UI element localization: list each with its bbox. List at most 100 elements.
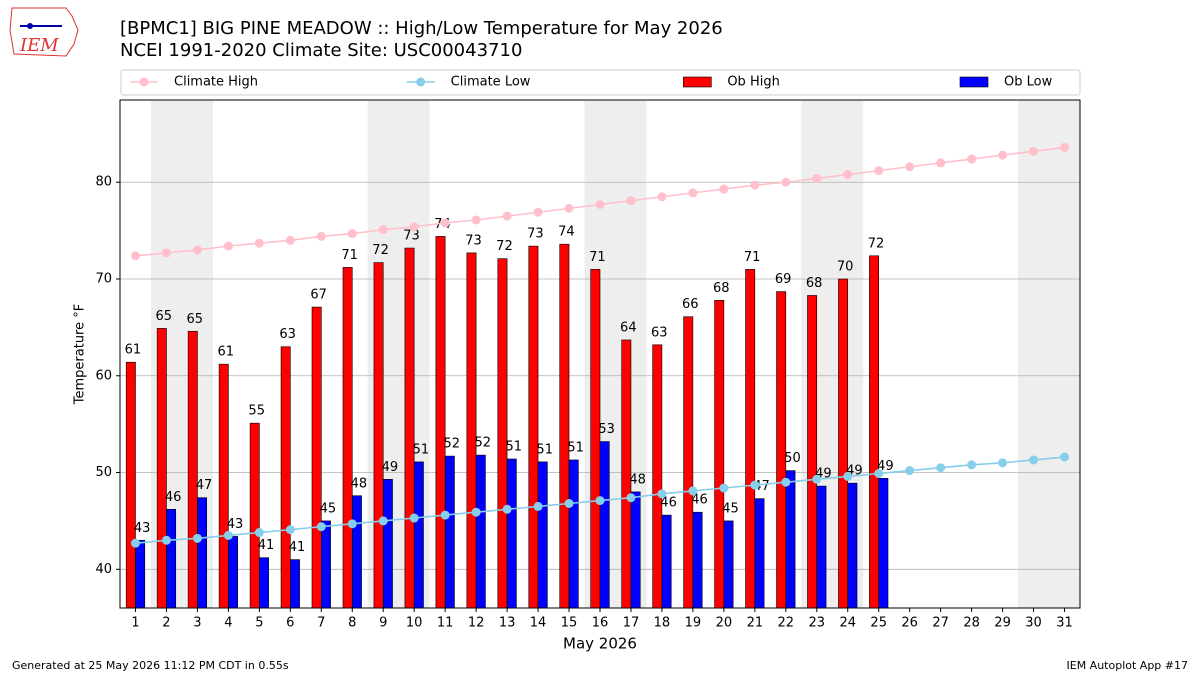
bar xyxy=(528,245,539,609)
data-label: 53 xyxy=(598,422,615,437)
data-label: 46 xyxy=(165,490,182,505)
line-point xyxy=(192,245,202,255)
bar xyxy=(599,441,610,609)
weekend-band xyxy=(1018,100,1080,608)
x-tick-label: 29 xyxy=(994,616,1011,631)
data-label: 61 xyxy=(125,343,142,358)
data-label: 48 xyxy=(629,472,646,487)
line-point xyxy=(843,170,853,180)
line-point xyxy=(285,525,295,535)
line-point xyxy=(719,184,729,194)
line-point xyxy=(781,477,791,487)
line-point xyxy=(564,203,574,213)
data-label: 68 xyxy=(806,276,823,291)
bar xyxy=(280,346,291,609)
bar xyxy=(816,485,827,609)
legend-swatch xyxy=(959,76,989,88)
line-point xyxy=(1029,146,1039,156)
data-label: 74 xyxy=(558,225,575,240)
line-point xyxy=(1029,455,1039,465)
bar xyxy=(311,306,322,609)
data-label: 47 xyxy=(196,478,213,493)
bar xyxy=(714,299,725,609)
data-label: 73 xyxy=(527,227,544,242)
bar xyxy=(475,454,486,609)
bar xyxy=(373,262,384,609)
x-tick-label: 3 xyxy=(193,616,201,631)
x-tick-label: 23 xyxy=(809,616,826,631)
chart-subtitle: NCEI 1991-2020 Climate Site: USC00043710 xyxy=(120,40,522,61)
data-label: 43 xyxy=(227,517,244,532)
line-point xyxy=(533,207,543,217)
x-tick-label: 9 xyxy=(379,616,387,631)
bar xyxy=(290,559,300,609)
chart-title: [BPMC1] BIG PINE MEADOW :: High/Low Temp… xyxy=(120,18,723,39)
bar xyxy=(218,363,229,609)
line-point xyxy=(316,231,326,241)
x-tick-label: 17 xyxy=(623,616,640,631)
line-point xyxy=(533,501,543,511)
line-point xyxy=(998,458,1008,468)
bar xyxy=(692,511,703,609)
data-label: 66 xyxy=(682,297,699,312)
bar xyxy=(652,344,663,609)
y-tick-label: 70 xyxy=(95,272,112,287)
x-tick-label: 21 xyxy=(747,616,764,631)
bar xyxy=(847,482,858,609)
line-point xyxy=(347,229,357,239)
x-tick-label: 10 xyxy=(406,616,423,631)
x-tick-label: 15 xyxy=(561,616,578,631)
footer-right: IEM Autoplot App #17 xyxy=(1067,659,1189,672)
data-label: 73 xyxy=(465,233,482,248)
y-tick-label: 40 xyxy=(95,562,112,577)
legend-box xyxy=(120,69,1081,96)
data-label: 63 xyxy=(279,327,296,342)
x-tick-label: 5 xyxy=(255,616,263,631)
data-label: 49 xyxy=(382,460,399,475)
plot-frame xyxy=(119,99,1081,609)
legend-label: Ob High xyxy=(727,75,780,90)
line-point xyxy=(564,498,574,508)
data-label: 45 xyxy=(320,501,337,516)
bar xyxy=(723,520,734,609)
bar xyxy=(156,328,167,609)
bar xyxy=(683,316,694,609)
bar xyxy=(249,422,260,609)
data-label: 65 xyxy=(187,312,204,327)
bar xyxy=(135,539,146,609)
logo: IEM xyxy=(9,7,79,57)
bar xyxy=(444,455,455,609)
x-tick-label: 2 xyxy=(162,616,170,631)
bar xyxy=(745,269,756,609)
line-point xyxy=(936,463,946,473)
data-label: 48 xyxy=(351,476,368,491)
data-label: 68 xyxy=(713,281,730,296)
logo-text: IEM xyxy=(19,35,59,56)
x-tick-label: 7 xyxy=(317,616,325,631)
bar xyxy=(869,255,880,609)
line-point xyxy=(595,200,605,210)
line-point xyxy=(378,516,388,526)
bar xyxy=(466,252,477,609)
line-point xyxy=(626,196,636,206)
x-tick-label: 19 xyxy=(685,616,702,631)
line-point xyxy=(254,528,264,538)
data-label: 72 xyxy=(868,236,885,251)
line-point xyxy=(223,530,233,540)
line-point xyxy=(967,460,977,470)
data-label: 72 xyxy=(372,243,389,258)
bar xyxy=(435,236,446,609)
line-point xyxy=(750,180,760,190)
line-point xyxy=(440,218,450,228)
x-tick-label: 6 xyxy=(286,616,294,631)
bar xyxy=(838,278,849,609)
bar xyxy=(125,361,136,609)
x-tick-label: 30 xyxy=(1025,616,1042,631)
bar xyxy=(776,291,787,609)
x-tick-label: 4 xyxy=(224,616,232,631)
data-label: 52 xyxy=(475,436,492,451)
line-point xyxy=(192,533,202,543)
line-point xyxy=(471,507,481,517)
data-label: 46 xyxy=(691,493,708,508)
line-point xyxy=(688,188,698,198)
